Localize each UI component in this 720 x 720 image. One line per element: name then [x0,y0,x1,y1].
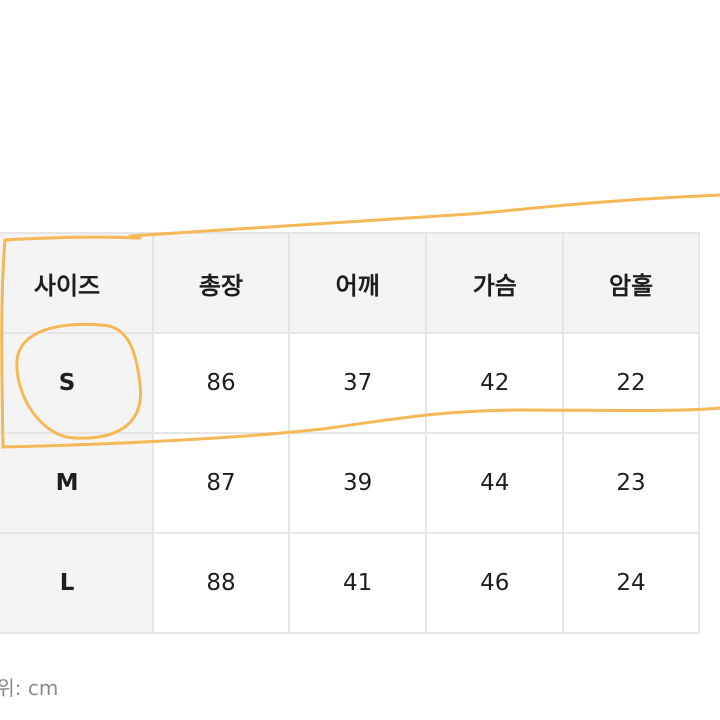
table-cell: 42 [425,332,565,434]
table-cell: 22 [562,332,700,434]
table-cell: 44 [425,432,565,534]
size-chart-table: 사이즈 총장 어깨 가슴 암홀 S 86 37 42 22 M 87 39 44… [0,232,700,634]
unit-note: 단위: cm [0,676,59,700]
size-cell: M [0,432,155,534]
table-cell: 88 [152,532,290,634]
table-cell: 37 [287,332,428,434]
table-cell: 86 [152,332,290,434]
header-cell: 어깨 [287,232,428,334]
header-cell: 사이즈 [0,232,155,334]
table-cell: 23 [562,432,700,534]
size-cell: L [0,532,155,634]
header-cell: 총장 [152,232,290,334]
table-row: L 88 41 46 24 [0,532,700,634]
header-cell: 암홀 [562,232,700,334]
table-header-row: 사이즈 총장 어깨 가슴 암홀 [0,232,700,334]
table-cell: 46 [425,532,565,634]
size-cell: S [0,332,155,434]
table-cell: 24 [562,532,700,634]
table-row: M 87 39 44 23 [0,432,700,534]
table-row: S 86 37 42 22 [0,332,700,434]
table-cell: 87 [152,432,290,534]
table-cell: 39 [287,432,428,534]
table-cell: 41 [287,532,428,634]
header-cell: 가슴 [425,232,565,334]
